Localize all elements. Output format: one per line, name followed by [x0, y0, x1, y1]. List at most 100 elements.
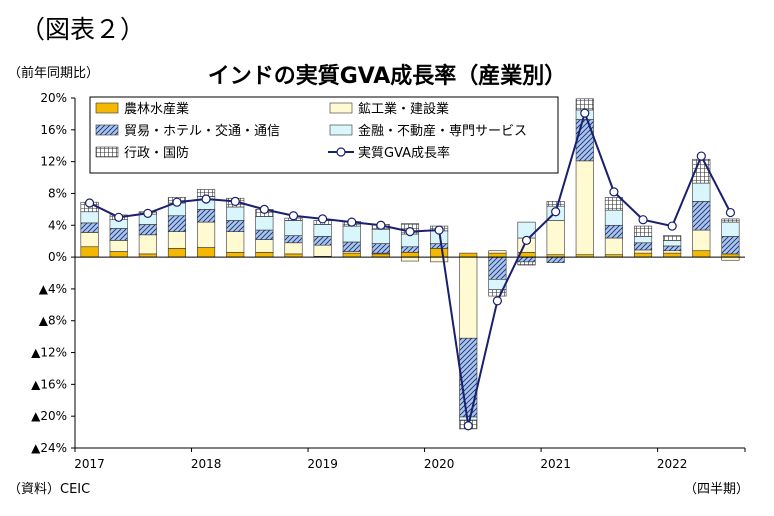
y-tick-label: 8% [48, 186, 67, 200]
bar-segment-2021Q4-s0 [634, 252, 653, 258]
bar-segment-2022Q3-s4 [721, 218, 740, 223]
bar-segment-2017Q1-s2 [80, 222, 99, 233]
x-tick-label: 2017 [74, 457, 105, 471]
bar-segment-2022Q1-s1 [663, 250, 682, 254]
bar-segment-2021Q1-s4 [546, 201, 565, 207]
bar-segment-2018Q2-s2 [226, 220, 245, 232]
bar-segment-2017Q4-s1 [167, 231, 186, 249]
legend-swatch-1 [329, 102, 353, 114]
bar-segment-2021Q3-s2 [604, 224, 623, 239]
y-tick-label: 0% [48, 250, 67, 264]
gva-point-2018Q3 [259, 204, 269, 214]
gva-point-2020Q1 [434, 225, 444, 235]
gva-point-2018Q4 [288, 211, 299, 221]
bar-segment-2021Q3-s3 [604, 209, 623, 226]
legend-label-1: 鉱工業・建設業 [358, 101, 449, 117]
bar-segment-2018Q1-s1 [197, 221, 216, 248]
y-tick-label: ▲20% [31, 409, 67, 423]
gva-point-2020Q2 [463, 421, 473, 431]
gva-point-2020Q4 [521, 235, 532, 245]
gva-point-2018Q1 [201, 194, 211, 204]
bar-segment-2018Q2-s0 [226, 252, 245, 258]
legend-label-5: 実質GVA成長率 [358, 145, 450, 161]
chart-title: インドの実質GVA成長率（産業別） [207, 64, 567, 89]
x-tick-label: 2019 [307, 457, 338, 471]
gva-point-2017Q2 [114, 212, 124, 222]
gva-point-2017Q3 [143, 208, 153, 218]
bar-segment-2019Q2-s0 [342, 252, 361, 258]
bar-segment-2022Q2-s2 [692, 201, 711, 231]
bar-segment-2022Q2-s1 [692, 229, 711, 252]
legend-swatch-0 [95, 102, 119, 114]
bar-segment-2021Q2-s2 [575, 119, 594, 162]
y-tick-label: 12% [40, 155, 67, 169]
y-tick-label: 16% [40, 123, 67, 137]
bar-segment-2020Q4-s2 [517, 256, 536, 263]
x-tick-label: 2022 [657, 457, 688, 471]
bar-segment-2019Q3-s3 [371, 228, 390, 244]
bar-segment-2017Q4-s2 [167, 215, 186, 232]
bar-segment-2018Q3-s0 [255, 252, 274, 258]
bar-segment-2020Q2-s0 [459, 252, 478, 258]
legend-swatch-2 [95, 124, 119, 136]
figure-label: （図表２） [20, 15, 146, 44]
bar-segment-2017Q2-s2 [109, 228, 128, 241]
bar-segment-2019Q2-s3 [342, 225, 361, 243]
y-tick-label: ▲4% [39, 282, 67, 296]
bar-segment-2017Q3-s1 [138, 234, 157, 255]
bar-segment-2022Q1-s0 [663, 252, 682, 258]
bar-segment-2020Q4-s4 [517, 261, 536, 266]
bar-segment-2019Q2-s2 [342, 241, 361, 252]
bar-segment-2022Q2-s0 [692, 250, 711, 258]
legend-label-2: 貿易・ホテル・交通・通信 [124, 123, 280, 139]
bar-segment-2021Q2-s4 [575, 98, 594, 111]
bar-segment-2018Q4-s2 [284, 235, 303, 244]
x-tick-label: 2018 [191, 457, 222, 471]
source-note: （資料）CEIC [8, 482, 91, 497]
bar-segment-2021Q3-s1 [604, 237, 623, 256]
legend-swatch-4 [95, 146, 119, 158]
bar-segment-2022Q1-s4 [663, 235, 682, 241]
bar-segment-2018Q4-s3 [284, 220, 303, 236]
gva-line-layer [84, 108, 736, 431]
bar-segment-2020Q3-s4 [488, 289, 507, 297]
gva-point-2017Q1 [84, 198, 95, 208]
bar-segment-2022Q1-s3 [663, 240, 682, 247]
bar-segment-2017Q4-s0 [167, 248, 186, 258]
bar-segment-2021Q4-s3 [634, 236, 653, 244]
gva-point-2021Q2 [580, 108, 590, 118]
bar-segment-2019Q4-s1 [400, 256, 420, 262]
gva-point-2022Q2 [696, 151, 706, 161]
bar-segment-2021Q4-s1 [634, 249, 653, 254]
bar-segment-2019Q3-s2 [371, 243, 390, 254]
bar-segment-2018Q2-s1 [226, 231, 245, 253]
bar-segment-2019Q4-s2 [400, 246, 420, 253]
bar-segment-2018Q3-s1 [255, 239, 274, 253]
bar-segment-2017Q1-s0 [80, 246, 99, 258]
legend-label-0: 農林水産業 [124, 101, 189, 117]
y-tick-label: 20% [40, 91, 67, 105]
bar-segment-2019Q1-s2 [313, 236, 332, 246]
gva-point-2018Q2 [230, 196, 240, 207]
bar-segment-2019Q4-s0 [400, 252, 420, 258]
legend-line-marker [336, 147, 346, 157]
bar-segment-2017Q2-s0 [109, 251, 128, 258]
bar-segment-2021Q1-s1 [546, 220, 565, 256]
x-axis-unit: （四半期） [684, 482, 750, 497]
y-tick-label: ▲16% [31, 377, 67, 391]
bar-segment-2021Q2-s1 [575, 160, 594, 256]
bar-segment-2017Q2-s1 [109, 240, 128, 252]
bar-segment-2019Q1-s1 [313, 244, 332, 257]
bar-segment-2021Q4-s2 [634, 242, 653, 251]
bar-segment-2019Q1-s3 [313, 224, 332, 237]
bar-segment-2021Q3-s4 [604, 197, 623, 211]
gva-point-2019Q2 [347, 217, 357, 227]
y-tick-label: ▲12% [31, 346, 67, 360]
bar-segment-2018Q4-s1 [284, 242, 303, 255]
legend-box [89, 96, 559, 174]
bar-segment-2018Q1-s0 [197, 247, 216, 258]
gva-point-2020Q3 [492, 296, 502, 306]
gva-point-2019Q4 [405, 227, 415, 237]
bar-segment-2020Q3-s1 [488, 250, 507, 254]
bar-segment-2022Q1-s2 [663, 245, 682, 252]
